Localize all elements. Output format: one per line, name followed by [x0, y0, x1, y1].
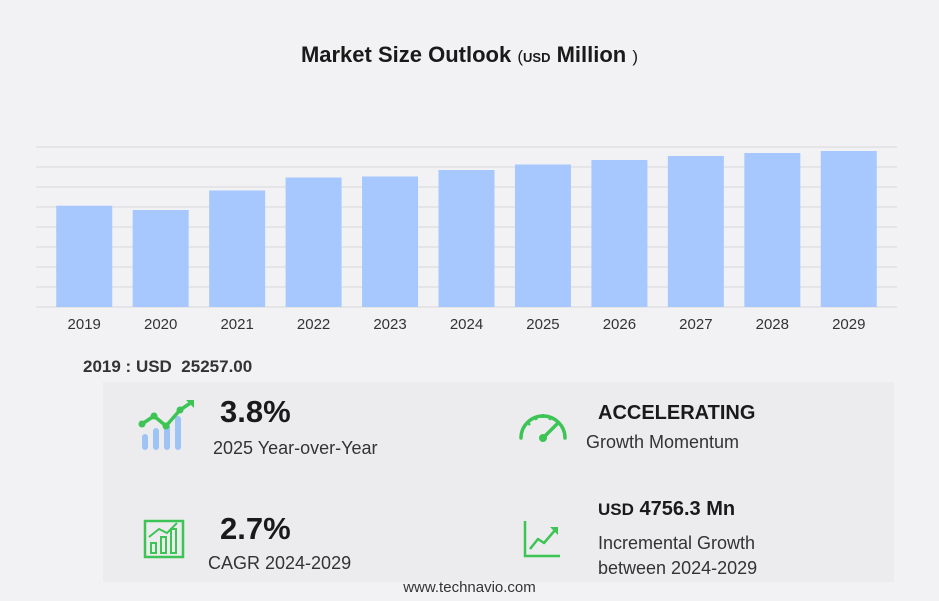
title-main: Market Size Outlook	[300, 42, 512, 67]
title-open-paren: (	[517, 47, 524, 66]
bar-2020[interactable]	[132, 210, 189, 307]
incremental-label-line1: Incremental Growth	[598, 533, 756, 553]
incremental-amount: 4756.3 Mn	[639, 498, 736, 520]
selected-year: 2019	[83, 357, 121, 376]
yoy-label: 2025 Year-over-Year	[213, 438, 378, 458]
title-scale: Million	[556, 42, 627, 67]
footer-url: www.technavio.com	[403, 579, 536, 596]
chart-title: Market Size Outlook (USD Million )	[0, 42, 939, 68]
incremental-currency: USD	[598, 500, 634, 519]
selected-separator: :	[120, 357, 136, 376]
selected-year-value: 2019 : USD 25257.00	[83, 357, 252, 377]
x-tick-label: 2027	[679, 316, 712, 333]
bar-2022[interactable]	[285, 177, 342, 308]
x-tick-label: 2025	[526, 316, 559, 333]
x-tick-label: 2022	[297, 316, 330, 333]
selected-currency: USD	[135, 357, 172, 376]
x-tick-label: 2020	[144, 316, 177, 333]
bar-2027[interactable]	[667, 156, 724, 307]
x-tick-label: 2019	[68, 316, 101, 333]
incremental-label-line2: between 2024-2029	[598, 558, 758, 578]
line-chart-icon	[523, 521, 560, 558]
selected-value: 25257.00	[181, 357, 253, 376]
bar-chart: 2019 2020 2021 2022 2023 2024 2025 2026 2027 2028…	[36, 146, 897, 333]
yoy-value: 3.8%	[220, 394, 291, 429]
x-tick-label: 2029	[832, 316, 865, 333]
speedometer-icon	[519, 414, 567, 442]
incremental-value: USD 4756.3 Mn	[598, 498, 735, 521]
bar-2028[interactable]	[744, 153, 801, 307]
bar-2026[interactable]	[591, 160, 648, 307]
momentum-label: Growth Momentum	[586, 432, 740, 452]
title-unit: USD	[523, 50, 551, 65]
x-tick-label: 2021	[220, 316, 253, 333]
x-tick-label: 2024	[450, 316, 483, 333]
stats-panel	[103, 382, 894, 582]
bar-2024[interactable]	[438, 170, 495, 307]
bar-2019[interactable]	[56, 205, 113, 307]
bar-2025[interactable]	[514, 164, 571, 308]
momentum-value: ACCELERATING	[598, 402, 756, 424]
growth-chart-icon	[138, 400, 194, 450]
bar-2029[interactable]	[820, 151, 877, 307]
cagr-value: 2.7%	[220, 511, 291, 546]
title-close-paren: )	[632, 47, 639, 66]
bar-2021[interactable]	[209, 190, 266, 308]
cagr-label: CAGR 2024-2029	[208, 553, 352, 573]
bar-chart-icon	[143, 519, 185, 559]
bar-2023[interactable]	[362, 176, 419, 308]
x-tick-label: 2023	[373, 316, 406, 333]
x-tick-label: 2026	[603, 316, 636, 333]
x-tick-label: 2028	[756, 316, 789, 333]
